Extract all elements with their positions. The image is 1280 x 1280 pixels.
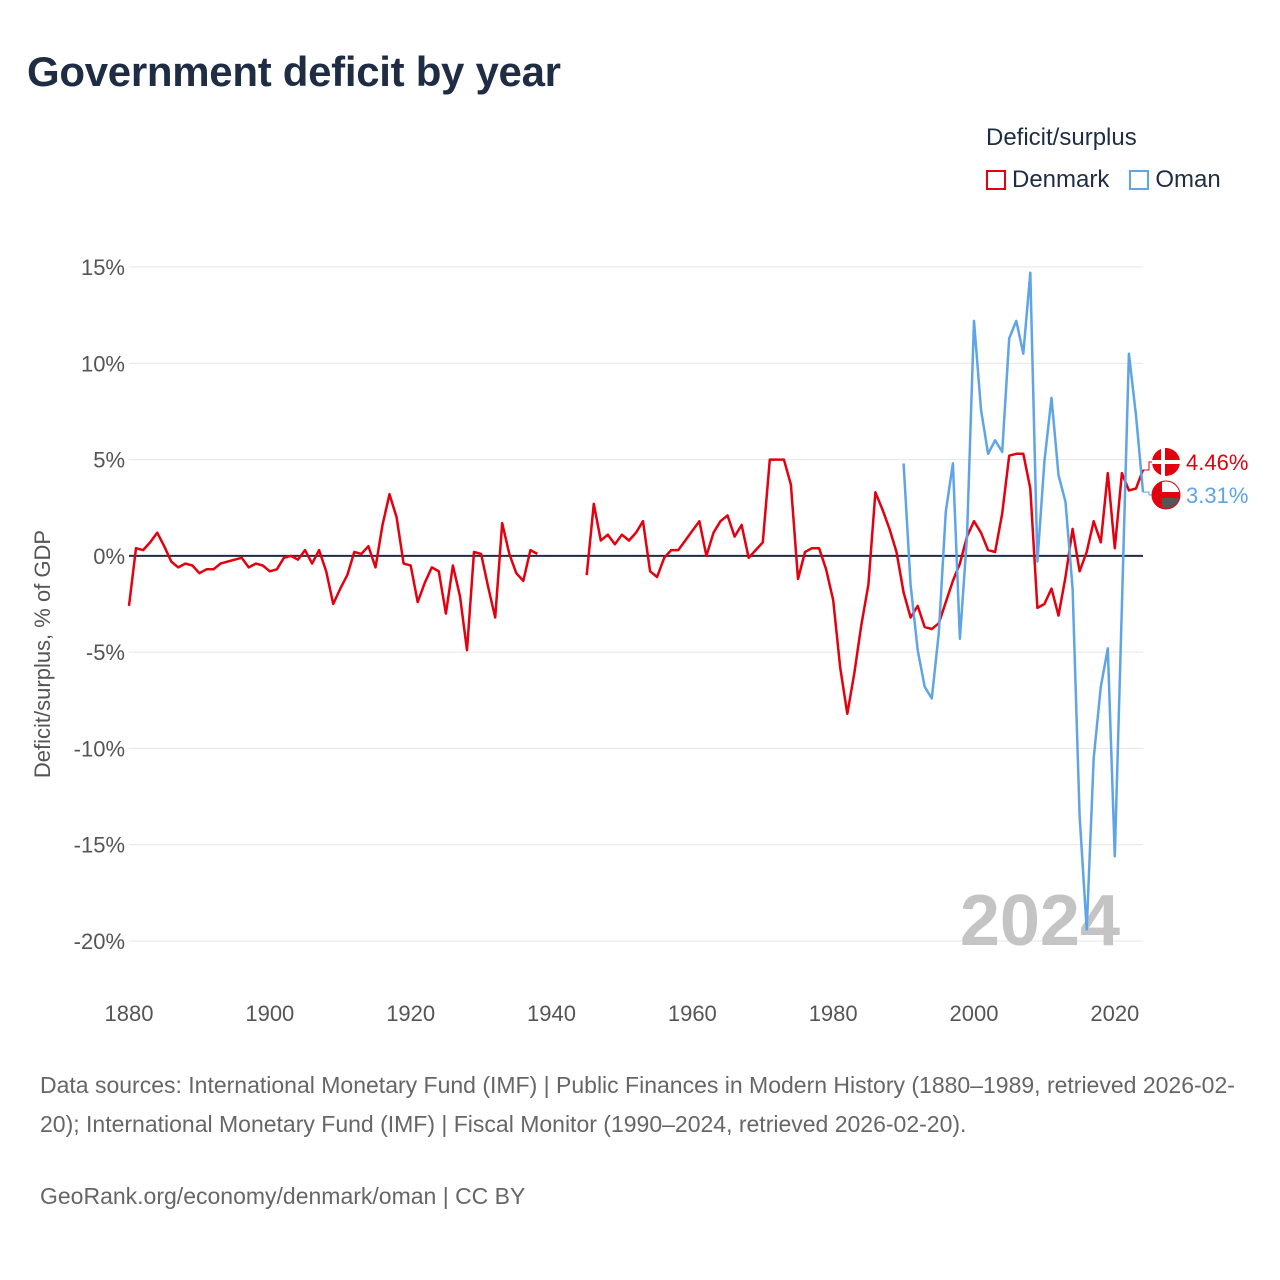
- data-sources: Data sources: International Monetary Fun…: [40, 1072, 1235, 1137]
- legend-label-oman: Oman: [1155, 166, 1221, 193]
- flag-ring: [1151, 480, 1181, 510]
- y-axis-title: Deficit/surplus, % of GDP: [30, 530, 55, 778]
- y-tick-label: -5%: [86, 640, 125, 665]
- end-label-denmark: 4.46%: [1186, 450, 1248, 475]
- x-tick-label: 1960: [668, 1001, 717, 1026]
- x-tick-label: 1980: [809, 1001, 858, 1026]
- y-tick-label: -20%: [74, 929, 125, 954]
- legend-swatch-denmark: [986, 170, 1006, 190]
- y-tick-label: -10%: [74, 736, 125, 761]
- end-label-oman: 3.31%: [1186, 483, 1248, 508]
- denmark-flag-icon: [1152, 448, 1180, 476]
- x-tick-label: 1880: [105, 1001, 154, 1026]
- y-tick-label: 10%: [81, 351, 125, 376]
- y-tick-label: 5%: [93, 448, 125, 473]
- y-tick-label: -15%: [74, 833, 125, 858]
- x-tick-label: 1920: [386, 1001, 435, 1026]
- x-tick-label: 1940: [527, 1001, 576, 1026]
- legend-swatch-oman: [1129, 170, 1150, 190]
- line-chart: 15% 10% 5% 0% -5% -10% -15% -20% 1880 1900 1920 194…: [30, 255, 1248, 1026]
- flag-dark: [1162, 498, 1180, 509]
- legend-title: Deficit/surplus: [986, 124, 1137, 151]
- x-tick-label: 1900: [245, 1001, 294, 1026]
- credit-link[interactable]: GeoRank.org/economy/denmark/oman | CC BY: [40, 1183, 526, 1209]
- flag-cross-h: [1152, 460, 1180, 464]
- y-tick-label: 15%: [81, 255, 125, 280]
- legend: Denmark Oman: [986, 166, 1241, 194]
- flag-white: [1162, 481, 1180, 492]
- series-line-denmark: [585, 452, 1145, 716]
- x-tick-label: 2000: [950, 1001, 999, 1026]
- chart-title: Government deficit by year: [27, 48, 561, 95]
- legend-label-denmark: Denmark: [1012, 166, 1110, 193]
- y-tick-label: 0%: [93, 544, 125, 569]
- series-line-denmark: [127, 492, 538, 652]
- series-line-oman: [902, 271, 1145, 931]
- x-tick-label: 2020: [1090, 1001, 1139, 1026]
- legend-item-oman[interactable]: Oman: [1129, 166, 1221, 194]
- legend-item-denmark[interactable]: Denmark: [986, 166, 1109, 194]
- oman-flag-icon: [1151, 480, 1181, 510]
- year-watermark: 2024: [960, 881, 1120, 961]
